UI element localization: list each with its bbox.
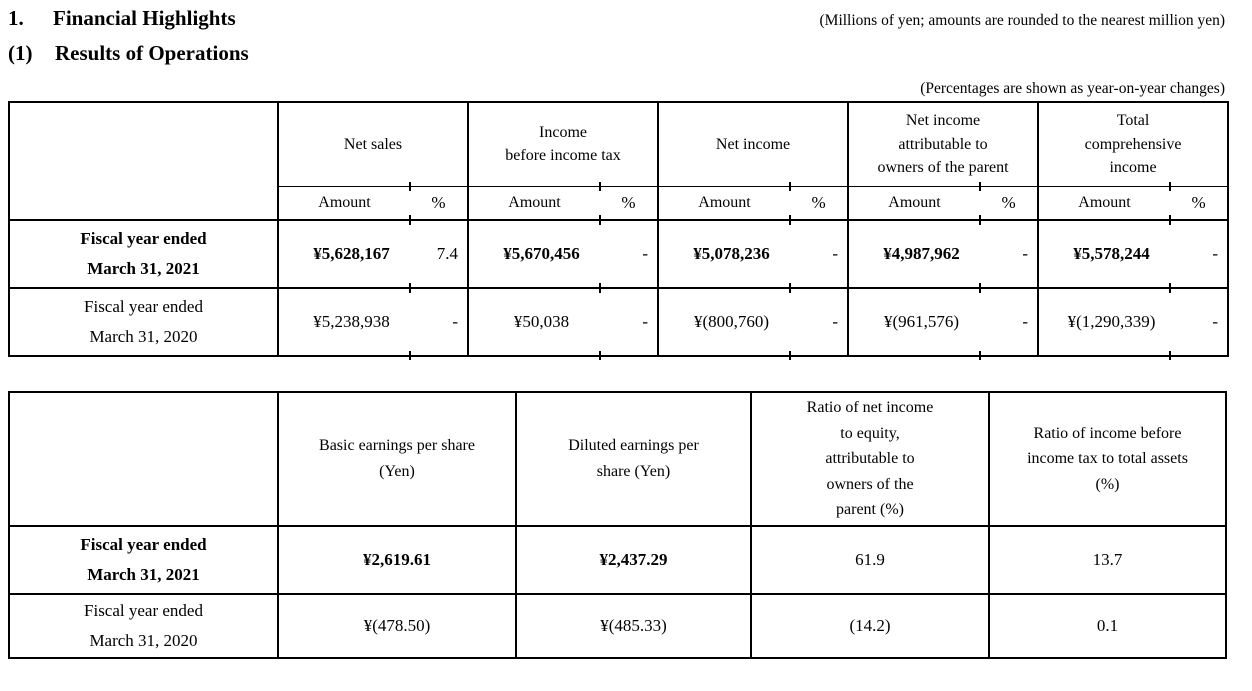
percent-cell: -: [1169, 215, 1229, 291]
table-row: Fiscal year ended March 31, 2021 ¥5,628,…: [9, 215, 1229, 291]
fiscal-year-label-2021: Fiscal year ended March 31, 2021: [8, 525, 279, 595]
basic-eps-cell: ¥2,619.61: [277, 525, 517, 595]
column-header-net-income: Net income: [657, 102, 849, 187]
pretax-roa-cell: 13.7: [988, 525, 1227, 595]
amount-cell: ¥(1,290,339): [1037, 288, 1171, 356]
corner-cell: [9, 102, 278, 221]
title-text: Financial Highlights: [53, 6, 236, 30]
subheader-percent: %: [789, 181, 849, 224]
subheader-amount: Amount: [467, 186, 601, 221]
amount-cell: ¥5,238,938: [277, 288, 410, 356]
header-row: 1. Financial Highlights (Millions of yen;…: [8, 6, 1225, 31]
fiscal-year-label-2021: Fiscal year ended March 31, 2021: [9, 220, 278, 289]
percent-cell: -: [789, 215, 849, 291]
amount-cell: ¥(800,760): [657, 288, 791, 356]
section-title: (1) Results of Operations: [8, 41, 1225, 66]
units-note: (Millions of yen; amounts are rounded to…: [819, 12, 1226, 29]
amount-cell: ¥5,670,456: [467, 220, 601, 289]
amount-cell: ¥50,038: [467, 288, 601, 356]
column-header-pretax-roa: Ratio of income before income tax to tot…: [988, 391, 1227, 527]
page-title: 1. Financial Highlights: [8, 6, 236, 31]
fiscal-year-label-2020: Fiscal year ended March 31, 2020: [84, 297, 203, 346]
subheader-percent: %: [979, 181, 1039, 224]
percent-cell: -: [979, 283, 1038, 359]
percent-cell: -: [599, 215, 659, 291]
subheader-percent: %: [1169, 181, 1229, 224]
subheader-amount: Amount: [277, 186, 410, 221]
column-header-basic-eps: Basic earnings per share (Yen): [277, 391, 517, 527]
document-page: 1. Financial Highlights (Millions of yen;…: [8, 6, 1230, 659]
percent-cell: -: [979, 215, 1039, 291]
subheader-percent: %: [408, 181, 469, 224]
percentages-note: (Percentages are shown as year-on-year c…: [920, 80, 1225, 97]
amount-cell: ¥5,628,167: [277, 220, 410, 289]
column-header-net-sales: Net sales: [276, 102, 469, 187]
subheader-amount: Amount: [847, 186, 981, 221]
subheader-amount: Amount: [657, 186, 791, 221]
section-text: Results of Operations: [55, 41, 249, 65]
percent-cell: -: [599, 283, 658, 359]
per-share-ratios-table: Basic earnings per share (Yen) Diluted e…: [8, 391, 1227, 659]
percent-cell: 7.4: [408, 215, 469, 291]
column-header-net-income-attributable: Net income attributable to owners of the…: [847, 102, 1039, 187]
percent-cell: -: [789, 283, 848, 359]
corner-cell: [8, 391, 279, 527]
percent-cell: -: [1169, 283, 1228, 359]
basic-eps-cell: ¥(478.50): [277, 593, 517, 659]
column-header-total-comprehensive-income: Total comprehensive income: [1037, 102, 1229, 187]
amount-cell: ¥(961,576): [847, 288, 981, 356]
diluted-eps-cell: ¥(485.33): [515, 593, 752, 659]
column-header-roe: Ratio of net income to equity, attributa…: [750, 391, 990, 527]
title-number: 1.: [8, 6, 24, 30]
amount-cell: ¥5,578,244: [1037, 220, 1171, 289]
table-row: Fiscal year ended March 31, 2020 ¥(478.5…: [8, 593, 1227, 659]
diluted-eps-cell: ¥2,437.29: [515, 525, 752, 595]
pretax-roa-cell: 0.1: [988, 593, 1227, 659]
roe-cell: (14.2): [750, 593, 990, 659]
column-header-diluted-eps: Diluted earnings per share (Yen): [515, 391, 752, 527]
percent-cell: -: [408, 283, 468, 359]
roe-cell: 61.9: [750, 525, 990, 595]
results-summary-table: Net sales Income before income tax Net i…: [8, 101, 1230, 359]
table-row: Fiscal year ended March 31, 2020 ¥5,238,…: [9, 283, 1228, 359]
amount-cell: ¥5,078,236: [657, 220, 791, 289]
fiscal-year-label-2020: Fiscal year ended March 31, 2020: [8, 593, 279, 659]
table-row: Fiscal year ended March 31, 2021 ¥2,619.…: [8, 525, 1227, 595]
amount-cell: ¥4,987,962: [847, 220, 981, 289]
column-header-income-before-tax: Income before income tax: [467, 102, 659, 187]
section-number: (1): [8, 41, 33, 65]
subheader-amount: Amount: [1037, 186, 1171, 221]
subheader-percent: %: [599, 181, 659, 224]
